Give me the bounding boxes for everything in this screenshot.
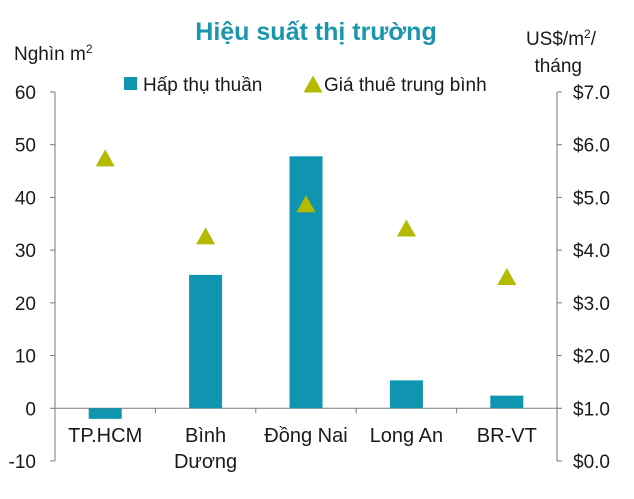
left-axis-title-sup: 2 [86,42,93,56]
left-axis-title: Nghìn m2 [14,42,93,65]
category-label: Bình [185,425,226,447]
right-tick-label: $4.0 [573,241,610,262]
right-tick-label: $0.0 [573,452,610,473]
legend-bar-swatch [124,77,137,90]
triangle-marker [396,219,416,237]
right-axis-title-line1: US$/m2/ [526,27,597,50]
triangle-marker [95,149,115,167]
right-axis-title-a: US$/m [526,29,584,50]
plot-area: -10 0 10 20 30 40 50 60 $0.0 $1.0 $2.0 $3.0 $4.0 $5.0… [9,83,610,473]
left-tick-label: 40 [15,188,36,209]
bar [389,380,423,409]
right-tick-label: $5.0 [573,188,610,209]
right-tick-label: $7.0 [573,83,610,104]
legend-label-triangles: Giá thuê trung bình [324,75,487,96]
category-label: BR-VT [477,425,537,447]
right-axis-title-sup: 2 [584,27,591,41]
right-tick-label: $1.0 [573,399,610,420]
right-tick-label: $2.0 [573,347,610,368]
left-axis-title-text: Nghìn m [14,44,86,65]
bar [289,156,323,409]
left-tick-label: 60 [15,83,36,104]
category-label: TP.HCM [68,425,142,447]
left-tick-label: -10 [9,452,36,473]
category-label: Long An [370,425,443,447]
category-label: Đồng Nai [264,425,347,447]
right-tick-label: $3.0 [573,294,610,315]
left-tick-label: 10 [15,347,36,368]
left-tick-label: 20 [15,294,36,315]
bar [490,395,524,409]
legend-label-bars: Hấp thụ thuần [143,75,262,96]
triangle-marker [196,227,216,245]
legend: Hấp thụ thuần Giá thuê trung bình [124,75,487,96]
chart-title: Hiệu suất thị trường [195,18,436,46]
legend-triangle-swatch [303,75,323,93]
left-tick-label: 50 [15,136,36,157]
triangle-marker [497,268,517,285]
right-axis-title-line2: tháng [534,56,582,77]
triangle-marker [296,195,316,213]
left-tick-label: 0 [25,399,36,420]
right-tick-label: $6.0 [573,136,610,157]
bar [88,408,122,419]
bar [189,274,223,409]
left-tick-label: 30 [15,241,36,262]
category-label: Dương [174,451,237,473]
right-axis-title-b: / [591,29,597,50]
